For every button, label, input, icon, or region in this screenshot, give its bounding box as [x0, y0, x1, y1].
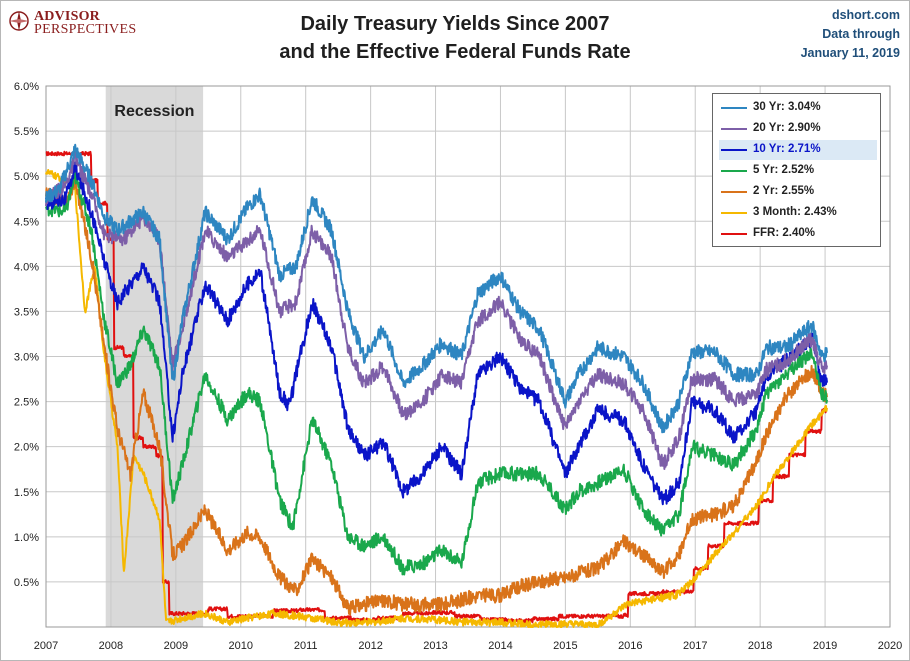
- logo-line2: PERSPECTIVES: [34, 22, 137, 37]
- legend-item: 5 Yr: 2.52%: [719, 161, 877, 181]
- x-tick-label: 2017: [683, 640, 707, 652]
- legend-swatch: [721, 149, 747, 151]
- series-line-5-yr: [45, 170, 828, 576]
- legend-item: FFR: 2.40%: [719, 224, 877, 244]
- legend-label: FFR: 2.40%: [753, 227, 815, 239]
- y-tick-label: 4.5%: [14, 216, 39, 228]
- legend-swatch: [721, 170, 747, 172]
- series-line-2-yr: [45, 174, 828, 616]
- x-tick-label: 2016: [618, 640, 642, 652]
- source-line1: dshort.com: [831, 8, 900, 22]
- y-tick-label: 2.5%: [14, 397, 39, 409]
- x-tick-label: 2011: [294, 640, 318, 652]
- x-tick-label: 2009: [164, 640, 188, 652]
- legend-item: 30 Yr: 3.04%: [719, 98, 877, 118]
- y-tick-label: 1.5%: [14, 487, 39, 499]
- y-tick-label: 1.0%: [14, 532, 39, 544]
- title-line2: and the Effective Federal Funds Rate: [279, 41, 631, 63]
- x-tick-label: 2007: [34, 640, 58, 652]
- y-tick-label: 2.0%: [14, 442, 39, 454]
- y-tick-label: 4.0%: [14, 261, 39, 273]
- x-tick-label: 2013: [423, 640, 447, 652]
- title-line1: Daily Treasury Yields Since 2007: [300, 13, 610, 35]
- advisor-perspectives-logo: ADVISOR PERSPECTIVES: [8, 8, 148, 37]
- legend-swatch: [721, 212, 747, 214]
- x-tick-label: 2015: [553, 640, 577, 652]
- legend-item: 3 Month: 2.43%: [719, 203, 877, 223]
- y-tick-label: 3.0%: [14, 352, 39, 364]
- legend-swatch: [721, 107, 747, 109]
- y-tick-label: 5.5%: [14, 126, 39, 138]
- source-line2: Data through: [822, 27, 900, 41]
- x-tick-label: 2018: [748, 640, 772, 652]
- x-tick-label: 2008: [99, 640, 123, 652]
- legend-item: 2 Yr: 2.55%: [719, 182, 877, 202]
- chart-title: Daily Treasury Yields Since 2007 and the…: [200, 10, 710, 66]
- legend-item: 20 Yr: 2.90%: [719, 119, 877, 139]
- y-tick-label: 0.5%: [14, 577, 39, 589]
- legend-swatch: [721, 233, 747, 235]
- legend-label: 30 Yr: 3.04%: [753, 101, 821, 113]
- series-line-10-yr: [45, 161, 828, 506]
- x-tick-label: 2010: [229, 640, 253, 652]
- source-note: dshort.com Data through January 11, 2019: [801, 6, 900, 63]
- x-tick-label: 2014: [488, 640, 512, 652]
- series-line-ffr: [45, 150, 828, 624]
- legend-swatch: [721, 191, 747, 193]
- legend-label: 10 Yr: 2.71%: [753, 143, 821, 155]
- x-tick-label: 2012: [358, 640, 382, 652]
- legend-label: 2 Yr: 2.55%: [753, 185, 815, 197]
- series-line-20-yr: [45, 151, 828, 470]
- legend-label: 5 Yr: 2.52%: [753, 164, 815, 176]
- source-line3: January 11, 2019: [800, 46, 900, 60]
- plot-border: [45, 85, 891, 628]
- series-line-30-yr: [45, 143, 828, 434]
- legend-label: 20 Yr: 2.90%: [753, 122, 821, 134]
- legend-label: 3 Month: 2.43%: [753, 206, 837, 218]
- series-line-3-month: [45, 169, 828, 628]
- x-tick-label: 2019: [813, 640, 837, 652]
- legend-item: 10 Yr: 2.71%: [719, 140, 877, 160]
- legend-swatch: [721, 128, 747, 130]
- legend: 30 Yr: 3.04% 20 Yr: 2.90% 10 Yr: 2.71% 5 Yr…: [712, 93, 881, 247]
- y-tick-label: 3.5%: [14, 306, 39, 318]
- y-tick-label: 6.0%: [14, 81, 39, 93]
- logo-line1: ADVISOR: [34, 9, 100, 24]
- y-tick-label: 5.0%: [14, 171, 39, 183]
- x-tick-label: 2020: [878, 640, 902, 652]
- compass-icon: [9, 11, 29, 31]
- recession-label: Recession: [114, 103, 194, 120]
